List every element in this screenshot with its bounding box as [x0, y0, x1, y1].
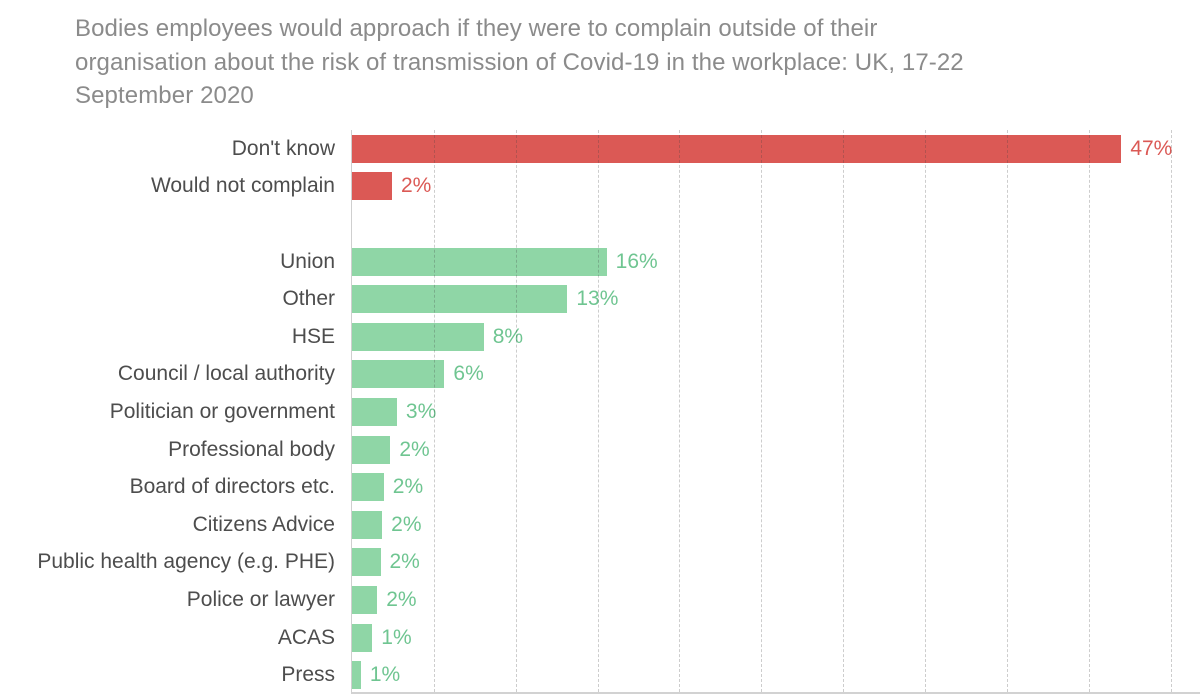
chart-row: Don't know 47%: [0, 130, 1200, 168]
bar-track: 2%: [351, 431, 1200, 469]
chart-row: Professional body 2%: [0, 431, 1200, 469]
bar-track: 6%: [351, 356, 1200, 394]
category-label: ACAS: [277, 625, 335, 649]
bar: [351, 510, 383, 539]
bar: [351, 548, 381, 577]
category-label: Police or lawyer: [186, 587, 335, 611]
bar: [351, 435, 391, 464]
bar-track: 2%: [351, 581, 1200, 619]
value-label: 1%: [369, 663, 401, 687]
bar-track: 3%: [351, 393, 1200, 431]
chart-title-line-2: organisation about the risk of transmiss…: [75, 48, 964, 76]
bar: [351, 134, 1122, 163]
bar: [351, 247, 607, 276]
bar-track: 2%: [351, 468, 1200, 506]
bar-track: 2%: [351, 544, 1200, 582]
chart-row: Other 13%: [0, 280, 1200, 318]
chart-row: Police or lawyer 2%: [0, 581, 1200, 619]
bar: [351, 172, 392, 201]
chart-row: HSE 8%: [0, 318, 1200, 356]
bar: [351, 322, 484, 351]
category-label: Professional body: [168, 437, 335, 461]
category-label: Public health agency (e.g. PHE): [37, 550, 335, 574]
chart-row: Politician or government 3%: [0, 393, 1200, 431]
chart-row: Public health agency (e.g. PHE) 2%: [0, 544, 1200, 582]
bar-track: 13%: [351, 280, 1200, 318]
bar-track: 2%: [351, 168, 1200, 206]
chart-title-line-3: September 2020: [75, 82, 254, 109]
category-label: Other: [282, 287, 335, 311]
category-label: Citizens Advice: [192, 512, 335, 536]
bar: [351, 623, 373, 652]
chart-row: Board of directors etc. 2%: [0, 468, 1200, 506]
chart-row: Union 16%: [0, 243, 1200, 281]
bar-track: 8%: [351, 318, 1200, 356]
chart-title-line-1: Bodies employees would approach if they …: [75, 15, 878, 42]
bar: [351, 473, 384, 502]
value-label: 3%: [405, 399, 437, 423]
bar-track: 2%: [351, 506, 1200, 544]
category-label: Council / local authority: [117, 362, 335, 386]
value-label: 2%: [386, 587, 417, 611]
bar: [351, 360, 445, 389]
chart-row: ACAS 1%: [0, 619, 1200, 657]
bar: [351, 585, 378, 614]
value-label: 16%: [615, 249, 658, 273]
category-label: Union: [280, 249, 335, 273]
bar-track: 16%: [351, 243, 1200, 281]
chart-row: Citizens Advice 2%: [0, 506, 1200, 544]
value-label: 2%: [391, 512, 422, 536]
bar-chart: Don't know 47% Would not complain 2% Union 16…: [0, 130, 1200, 694]
value-label: 6%: [453, 362, 484, 386]
chart-row: Press 1%: [0, 656, 1200, 694]
value-label: 2%: [399, 437, 430, 461]
bar-track: 47%: [351, 130, 1200, 168]
value-label: 1%: [381, 625, 412, 649]
bar: [351, 285, 568, 314]
bar: [351, 661, 361, 690]
value-label: 2%: [389, 550, 420, 574]
category-label: HSE: [291, 324, 335, 348]
chart-title: Bodies employees would approach if they …: [75, 12, 964, 113]
chart-row: Would not complain 2%: [0, 168, 1200, 206]
value-label: 13%: [576, 287, 619, 311]
category-label: Politician or government: [109, 399, 335, 423]
spacer-row: [0, 205, 1200, 243]
category-label: Press: [281, 663, 335, 687]
value-label: 2%: [400, 174, 432, 198]
bar-track: 1%: [351, 619, 1200, 657]
value-label: 2%: [392, 475, 424, 499]
category-label: Don't know: [231, 136, 335, 160]
value-label: 8%: [492, 324, 524, 348]
chart-row: Council / local authority 6%: [0, 356, 1200, 394]
category-label: Would not complain: [150, 174, 335, 198]
category-label: Board of directors etc.: [129, 475, 335, 499]
chart-rows: Don't know 47% Would not complain 2% Union 16…: [0, 130, 1200, 694]
value-label: 47%: [1130, 136, 1173, 160]
bar: [351, 397, 397, 426]
bar-track: 1%: [351, 656, 1200, 694]
